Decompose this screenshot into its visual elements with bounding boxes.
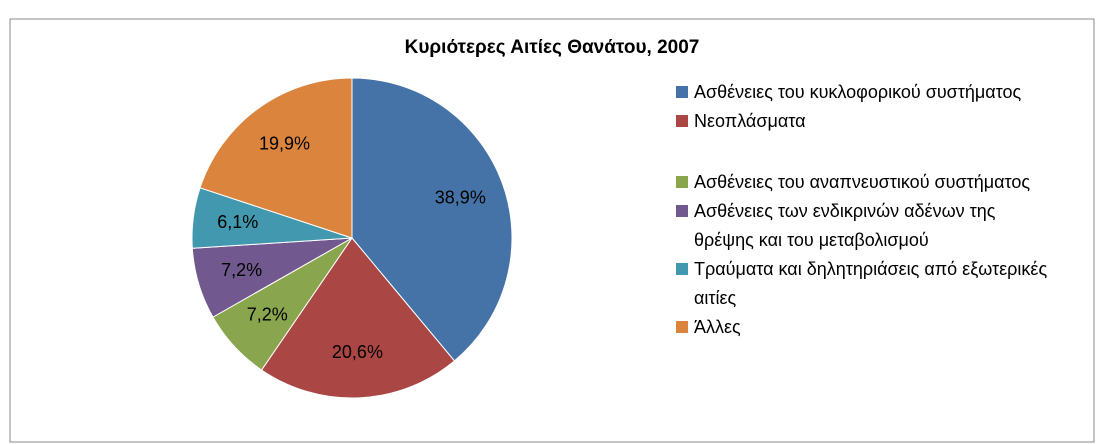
legend-swatch — [676, 176, 688, 188]
legend-swatch — [676, 321, 688, 333]
legend-entry: Νεοπλάσματα — [676, 107, 1056, 136]
chart-border — [9, 18, 1095, 443]
legend-entry: Ασθένειες του αναπνευστικού συστήματος — [676, 168, 1056, 197]
legend-swatch — [676, 86, 688, 98]
data-label: 19,9% — [259, 133, 310, 153]
pie-slice — [351, 77, 513, 362]
legend-swatch — [676, 263, 688, 275]
legend-swatch — [676, 115, 688, 127]
legend-entry: Άλλες — [676, 313, 1056, 342]
pie-slice — [260, 237, 456, 399]
legend-label: Άλλες — [694, 317, 741, 337]
legend: Ασθένειες του κυκλοφορικού συστήματος Νεο… — [676, 78, 1056, 342]
legend-entry: Ασθένειες του κυκλοφορικού συστήματος — [676, 78, 1056, 107]
legend-label: Ασθένειες του αναπνευστικού συστήματος — [694, 172, 1031, 192]
chart-title: Κυριότερες Αιτίες Θανάτου, 2007 — [405, 37, 700, 58]
data-label: 7,2% — [247, 305, 288, 325]
legend-label: Νεοπλάσματα — [694, 111, 806, 131]
legend-label: Τραύματα και δηλητηριάσεις από εξωτερικέ… — [694, 259, 1048, 308]
data-label: 6,1% — [217, 212, 258, 232]
data-label: 38,9% — [435, 188, 486, 208]
data-label: 7,2% — [221, 260, 262, 280]
legend-entry: Τραύματα και δηλητηριάσεις από εξωτερικέ… — [676, 255, 1056, 313]
legend-label: Ασθένειες του κυκλοφορικού συστήματος — [694, 82, 1022, 102]
pie-slice — [199, 77, 353, 239]
data-label: 20,6% — [332, 342, 383, 362]
legend-swatch — [676, 205, 688, 217]
legend-label: Ασθένειες των ενδικρινών αδένων της θρέψ… — [694, 201, 996, 250]
legend-entry: Ασθένειες των ενδικρινών αδένων της θρέψ… — [676, 197, 1056, 255]
